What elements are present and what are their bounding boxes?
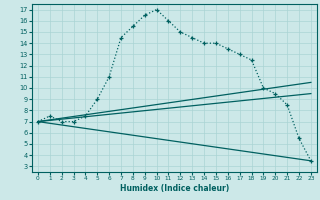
X-axis label: Humidex (Indice chaleur): Humidex (Indice chaleur) [120,184,229,193]
